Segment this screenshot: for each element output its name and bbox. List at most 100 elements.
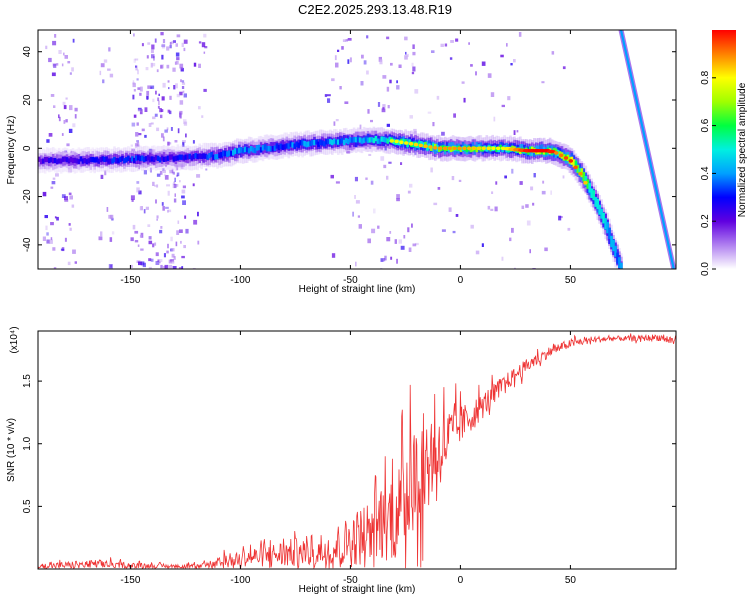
heatmap-noise-cell	[137, 69, 139, 75]
spectrogram-x-tick-label: 50	[565, 275, 577, 286]
heatmap-noise-cell	[400, 162, 403, 165]
heatmap-peak-cell	[481, 146, 486, 151]
heatmap-noise-cell	[154, 242, 157, 246]
heatmap-ridge-cell	[222, 150, 225, 157]
heatmap-ridge-cell	[105, 156, 108, 162]
heatmap-noise-cell	[133, 89, 136, 92]
heatmap-noise-cell	[141, 43, 144, 47]
heatmap-noise-cell	[463, 97, 466, 103]
heatmap-peak-cell	[457, 146, 462, 151]
heatmap-noise-cell	[183, 245, 186, 249]
heatmap-noise-cell	[377, 225, 380, 229]
heatmap-noise-cell	[147, 85, 151, 89]
heatmap-noise-cell	[145, 67, 149, 71]
heatmap-ridge-cell	[238, 147, 241, 154]
heatmap-peak-cell	[413, 142, 419, 147]
heatmap-noise-cell	[396, 258, 398, 264]
heatmap-noise-cell	[74, 107, 78, 112]
heatmap-noise-cell	[172, 40, 176, 43]
heatmap-ridge-cell	[40, 158, 43, 164]
heatmap-noise-cell	[394, 239, 397, 244]
heatmap-noise-cell	[335, 62, 339, 68]
heatmap-noise-cell	[384, 146, 387, 151]
heatmap-ridge-cell	[170, 154, 174, 160]
heatmap-noise-cell	[162, 169, 166, 173]
colorbar-tick-label: 0.6	[700, 118, 711, 132]
heatmap-ridge-cell	[73, 157, 77, 163]
heatmap-noise-cell	[152, 116, 156, 120]
heatmap-noise-cell	[182, 140, 186, 143]
heatmap-peak-cell	[447, 146, 452, 151]
heatmap-noise-cell	[110, 214, 114, 220]
heatmap-noise-cell	[192, 183, 195, 187]
heatmap-ridge-cell	[269, 146, 273, 152]
snr-series-line	[38, 333, 676, 569]
heatmap-noise-cell	[143, 170, 147, 175]
heatmap-noise-cell	[501, 256, 504, 261]
heatmap-noise-cell	[58, 116, 61, 122]
heatmap-noise-cell	[541, 81, 545, 84]
heatmap-noise-cell	[414, 89, 419, 94]
heatmap-noise-cell	[396, 194, 400, 199]
heatmap-ridge-cell	[305, 141, 308, 148]
heatmap-ridge-cell	[186, 154, 190, 160]
heatmap-ridge-cell	[93, 157, 96, 163]
heatmap-noise-cell	[181, 189, 186, 194]
heatmap-ridge-cell	[218, 152, 221, 158]
heatmap-ridge-cell	[279, 143, 283, 149]
heatmap-noise-cell	[333, 121, 336, 126]
heatmap-ridge-cell	[273, 145, 277, 151]
heatmap-noise-cell	[58, 114, 60, 119]
heatmap-noise-cell	[140, 232, 144, 238]
heatmap-noise-cell	[396, 198, 400, 202]
heatmap-noise-cell	[98, 236, 103, 241]
heatmap-noise-cell	[181, 195, 185, 199]
heatmap-ridge-cell	[43, 157, 47, 163]
heatmap-ridge-cell	[426, 144, 429, 151]
snr-x-tick-label: -150	[120, 575, 140, 586]
heatmap-noise-cell	[349, 57, 352, 63]
heatmap-ridge-cell	[281, 144, 285, 150]
heatmap-noise-cell	[354, 195, 356, 199]
snr-y-multiplier: (x10⁴)	[9, 326, 20, 353]
heatmap-noise-cell	[201, 115, 204, 118]
heatmap-ridge-cell	[152, 156, 156, 163]
heatmap-peak-cell	[486, 146, 491, 151]
heatmap-ridge-cell	[166, 155, 170, 161]
heatmap-noise-cell	[153, 56, 155, 61]
heatmap-noise-cell	[130, 195, 135, 200]
heatmap-noise-cell	[71, 204, 75, 208]
heatmap-ridge-cell	[604, 218, 607, 230]
heatmap-noise-cell	[378, 56, 382, 62]
heatmap-ridge-cell	[319, 139, 322, 146]
heatmap-noise-cell	[136, 142, 140, 147]
heatmap-noise-cell	[183, 47, 186, 52]
heatmap-noise-cell	[160, 65, 163, 69]
heatmap-ridge-cell	[295, 141, 298, 148]
heatmap-noise-cell	[181, 82, 186, 85]
snr-x-tick-label: -50	[343, 575, 358, 586]
heatmap-ridge-cell	[81, 158, 85, 164]
heatmap-ridge-cell	[271, 146, 275, 152]
heatmap-noise-cell	[134, 58, 139, 61]
heatmap-noise-cell	[137, 244, 140, 247]
heatmap-ridge-cell	[465, 147, 469, 153]
heatmap-ridge-cell	[348, 137, 352, 143]
heatmap-ridge-cell	[162, 156, 166, 162]
heatmap-noise-cell	[67, 61, 71, 64]
heatmap-ridge-cell	[111, 158, 114, 164]
heatmap-noise-cell	[396, 80, 398, 84]
heatmap-ridge-cell	[301, 140, 304, 146]
heatmap-noise-cell	[99, 70, 102, 76]
heatmap-noise-cell	[45, 45, 48, 50]
heatmap-noise-cell	[470, 64, 473, 67]
heatmap-noise-cell	[108, 214, 112, 219]
heatmap-noise-cell	[150, 85, 155, 89]
heatmap-noise-cell	[151, 44, 155, 50]
heatmap-noise-cell	[380, 156, 385, 161]
heatmap-ridge-cell	[360, 138, 364, 144]
heatmap-peak-cell	[563, 156, 569, 160]
heatmap-noise-cell	[61, 133, 64, 136]
snr-background	[38, 331, 676, 569]
heatmap-noise-cell	[135, 132, 139, 137]
